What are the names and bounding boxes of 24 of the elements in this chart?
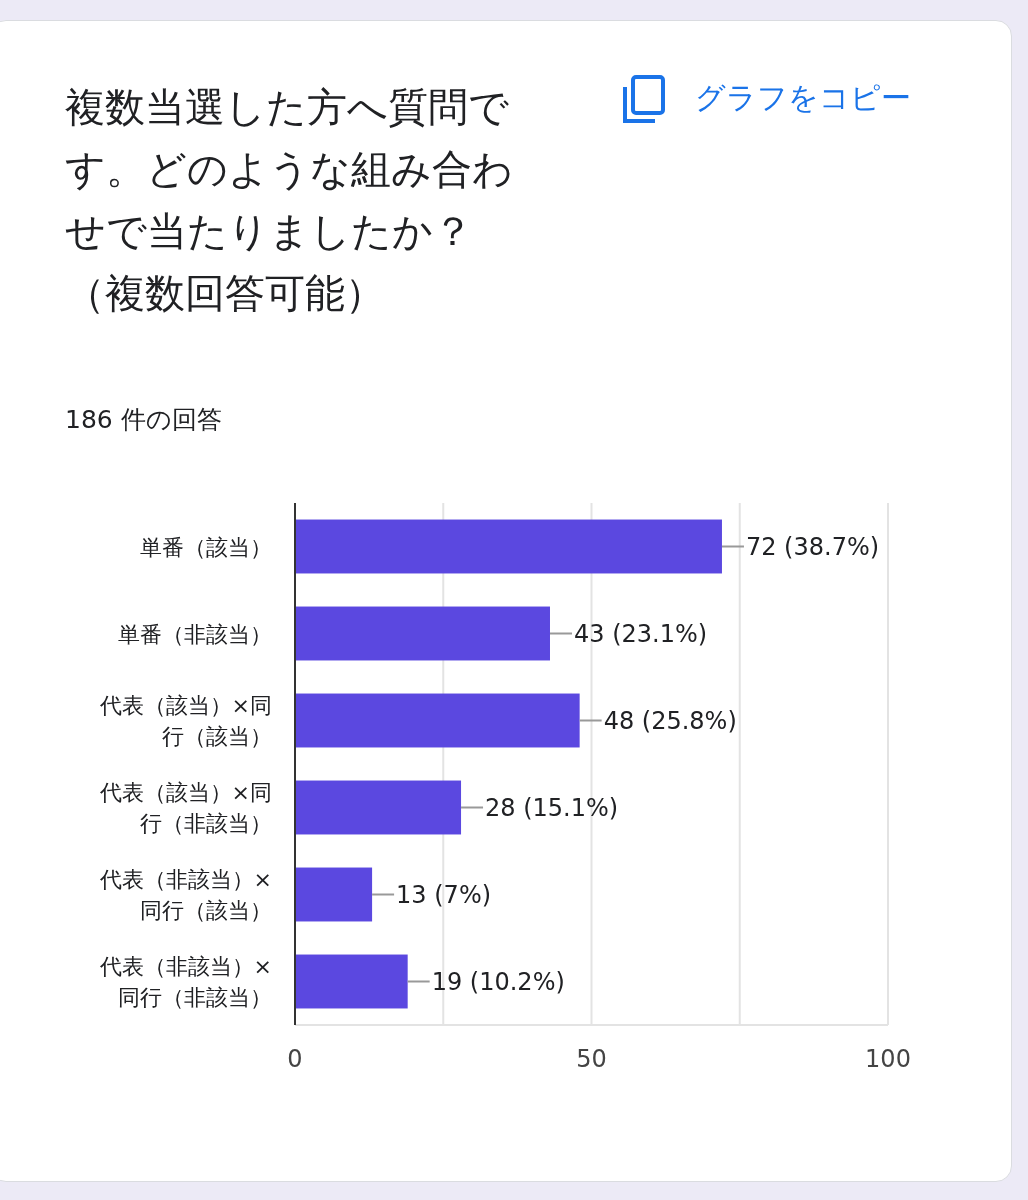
bar (295, 519, 722, 574)
x-tick-label: 0 (287, 1045, 303, 1073)
y-tick-label: 単番（非該当） (118, 621, 272, 647)
y-tick-label: 代表（非該当）×同行（非該当） (98, 954, 272, 1010)
y-tick-label: 代表（該当）×同行（非該当） (98, 780, 272, 836)
chart-title: 複数当選した方へ質問です。どのような組み合わせで当たりましたか？（複数回答可能） (65, 83, 514, 318)
text: グラフをコピー (695, 79, 911, 117)
y-tick-label: 単番（該当） (140, 534, 272, 560)
chart-subtitle: 186 件の回答 (65, 404, 222, 436)
data-label: 19 (10.2%) (431, 967, 565, 996)
bar (295, 954, 408, 1009)
bar (295, 606, 550, 661)
x-tick-label: 50 (576, 1045, 607, 1073)
data-label: 72 (38.7%) (745, 532, 880, 561)
y-tick-label: 代表（非該当）×同行（該当） (98, 867, 272, 923)
bar (295, 780, 462, 835)
y-tick-label: 代表（該当）×同行（該当） (98, 693, 272, 749)
x-tick-label: 100 (865, 1045, 911, 1073)
bar (295, 867, 373, 922)
data-label: 13 (7%) (396, 880, 492, 909)
data-label: 48 (25.8%) (603, 706, 737, 735)
data-label: 43 (23.1%) (573, 619, 708, 648)
bar (295, 693, 580, 748)
data-label: 28 (15.1%) (485, 793, 619, 822)
